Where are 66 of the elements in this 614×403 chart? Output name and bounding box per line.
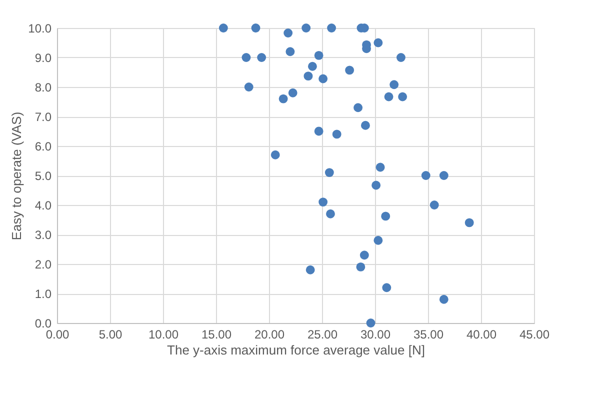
y-tick-label: 0.0 (34, 316, 52, 330)
y-tick-label: 10.0 (28, 22, 52, 36)
point (382, 283, 392, 292)
point (314, 50, 324, 60)
y-tick-label: 4.0 (34, 198, 52, 212)
point (374, 236, 383, 245)
y-tick-label: 7.0 (34, 110, 52, 124)
point (398, 92, 408, 102)
y-axis-title: Easy to operate (VAS) (9, 112, 24, 240)
point (390, 80, 399, 90)
point (376, 162, 385, 172)
x-tick-label: 25.00 (307, 328, 338, 342)
point (244, 82, 254, 92)
point (421, 171, 430, 180)
point (302, 24, 311, 32)
point (439, 171, 448, 180)
x-tick-label: 15.00 (201, 328, 232, 342)
point (242, 53, 251, 62)
x-tick-label: 45.00 (519, 328, 550, 342)
point (366, 318, 376, 328)
x-tick-label: 20.00 (254, 328, 285, 342)
point (327, 24, 336, 32)
point (284, 28, 293, 38)
point (304, 72, 313, 81)
y-tick-label: 3.0 (34, 228, 52, 242)
point (257, 53, 266, 62)
x-tick-label: 40.00 (466, 328, 497, 342)
point (439, 294, 448, 304)
point (354, 103, 363, 112)
x-tick-label: 30.00 (360, 328, 391, 342)
point (278, 94, 288, 104)
x-tick-label: 5.00 (98, 328, 122, 342)
point (251, 24, 260, 32)
y-tick-label: 9.0 (34, 51, 52, 65)
point (308, 62, 317, 71)
point (384, 92, 394, 102)
y-tick-label: 8.0 (34, 80, 52, 94)
y-tick-label: 5.0 (34, 169, 52, 183)
point (324, 168, 334, 178)
point (318, 74, 328, 84)
point (360, 120, 370, 130)
point (374, 38, 383, 48)
point (356, 262, 366, 272)
point (381, 212, 390, 221)
x-tick-label: 0.00 (46, 328, 70, 342)
x-tick-label: 10.00 (148, 328, 179, 342)
point (360, 250, 369, 260)
point (270, 150, 280, 160)
point (318, 198, 328, 207)
point (326, 209, 335, 218)
point (396, 53, 406, 62)
y-tick-label: 6.0 (34, 140, 52, 154)
point (286, 47, 295, 56)
point (332, 130, 342, 139)
point (314, 126, 324, 136)
x-tick-label: 35.00 (413, 328, 444, 342)
x-axis-title: The y-axis maximum force average value [N] (167, 342, 425, 358)
point (288, 88, 298, 98)
point (218, 24, 228, 32)
point (430, 200, 439, 210)
point (372, 180, 381, 190)
y-tick-label: 2.0 (34, 258, 52, 272)
point (464, 218, 474, 228)
point (345, 66, 354, 75)
point (306, 265, 315, 274)
y-tick-label: 1.0 (34, 287, 52, 301)
